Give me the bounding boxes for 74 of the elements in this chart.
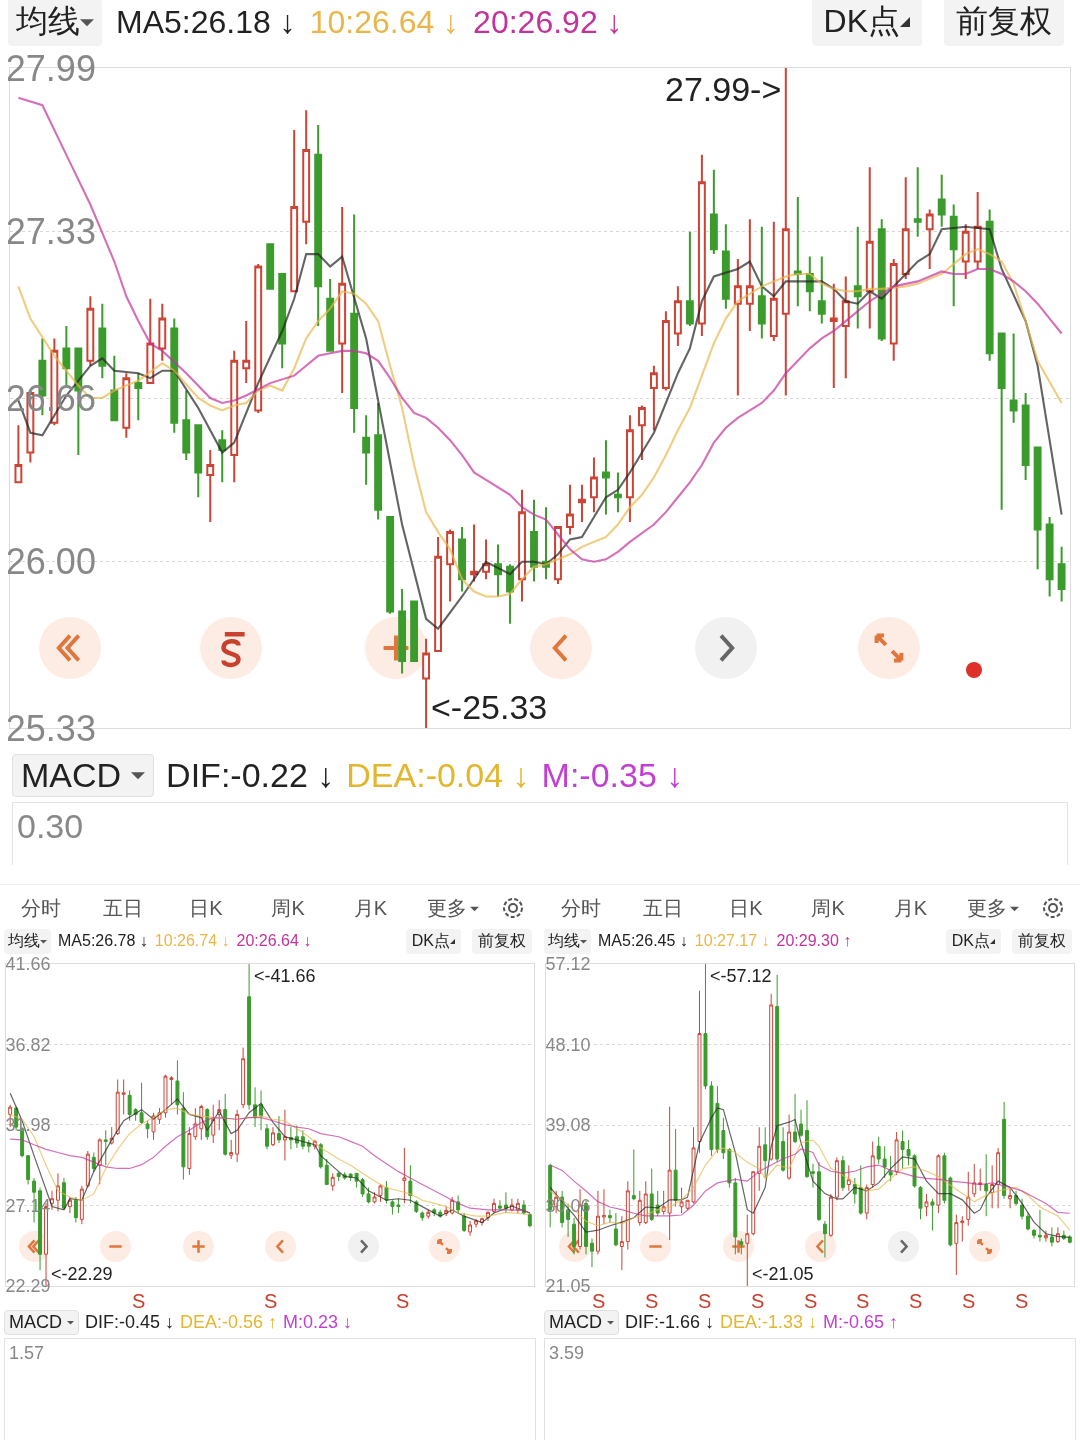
text: DK点 bbox=[951, 930, 990, 951]
text: S bbox=[132, 1290, 146, 1312]
text: S bbox=[804, 1290, 818, 1312]
y-tick-label: 36.82 bbox=[5, 1034, 51, 1055]
text: 日K bbox=[189, 895, 223, 921]
text: 0.30 bbox=[17, 807, 84, 846]
y-tick-label: 22.29 bbox=[5, 1276, 51, 1297]
text: DIF:-0.22 ↓ bbox=[166, 755, 335, 795]
text: 日K bbox=[729, 895, 763, 921]
chart-title: 均线 bbox=[8, 930, 40, 951]
text: MACD bbox=[9, 1311, 62, 1333]
text: 分时 bbox=[561, 895, 602, 921]
annotation: <-21.05 bbox=[752, 1264, 814, 1284]
text: M:-0.65 ↑ bbox=[823, 1311, 899, 1333]
text: 月K bbox=[893, 895, 928, 921]
annotation: <-57.12 bbox=[710, 966, 772, 986]
text: DIF:-1.66 ↓ bbox=[625, 1311, 715, 1333]
text: 20:26.92 ↓ bbox=[473, 3, 623, 41]
text: 五日 bbox=[103, 895, 144, 921]
y-tick-label: 57.12 bbox=[545, 954, 591, 975]
chart-title: 均线 bbox=[16, 2, 80, 41]
text: 20:26.64 ↓ bbox=[236, 932, 312, 950]
text: 五日 bbox=[643, 895, 684, 921]
y-tick-label: 48.10 bbox=[545, 1034, 591, 1055]
y-tick-label: 27.99 bbox=[5, 47, 96, 89]
annotation: 27.99-> bbox=[665, 70, 782, 108]
text: MACD bbox=[549, 1311, 602, 1333]
text: 月K bbox=[353, 895, 388, 921]
text: DEA:-0.04 ↓ bbox=[346, 755, 530, 795]
y-tick-label: 21.05 bbox=[545, 1276, 591, 1297]
annotation: <-41.66 bbox=[254, 966, 316, 986]
annotation: <-25.33 bbox=[431, 688, 548, 726]
y-tick-label: 39.08 bbox=[545, 1115, 591, 1136]
text: DEA:-0.56 ↑ bbox=[180, 1311, 278, 1333]
y-tick-label: 25.33 bbox=[5, 707, 96, 749]
text: S bbox=[909, 1290, 923, 1312]
text: S bbox=[396, 1290, 410, 1312]
y-tick-label: 26.00 bbox=[5, 541, 96, 583]
text: S bbox=[698, 1290, 712, 1312]
text: DEA:-1.33 ↓ bbox=[720, 1311, 818, 1333]
text: 前复权 bbox=[1018, 930, 1066, 951]
chart-title: 均线 bbox=[548, 930, 580, 951]
text: 前复权 bbox=[478, 930, 526, 951]
y-tick-label: 27.33 bbox=[5, 211, 96, 253]
text: S bbox=[856, 1290, 870, 1312]
text: 前复权 bbox=[956, 2, 1052, 41]
text: MACD bbox=[21, 755, 122, 795]
text: S bbox=[962, 1290, 976, 1312]
text: 周K bbox=[811, 895, 845, 921]
text: M:-0.35 ↓ bbox=[541, 755, 684, 795]
text: 1.57 bbox=[9, 1343, 45, 1364]
legend-label: MA5:26.78 ↓ bbox=[58, 932, 148, 950]
text: 周K bbox=[271, 895, 305, 921]
legend-label: MA5:26.18 ↓ bbox=[116, 3, 296, 41]
text: 10:26.64 ↓ bbox=[309, 3, 460, 41]
text: 分时 bbox=[21, 895, 62, 921]
text: DK点 bbox=[411, 930, 450, 951]
text: S bbox=[592, 1290, 606, 1312]
text: 10:27.17 ↓ bbox=[694, 932, 770, 950]
text: S bbox=[1015, 1290, 1029, 1312]
text: DIF:-0.45 ↓ bbox=[85, 1311, 175, 1333]
text: DK点 bbox=[823, 2, 900, 41]
text: S bbox=[264, 1290, 278, 1312]
text: 20:29.30 ↑ bbox=[776, 932, 852, 950]
text: 更多 bbox=[426, 895, 467, 921]
text: M:0.23 ↓ bbox=[283, 1311, 353, 1333]
text: 更多 bbox=[966, 895, 1007, 921]
text: S bbox=[751, 1290, 765, 1312]
legend-label: MA5:26.45 ↓ bbox=[598, 932, 688, 950]
text: 3.59 bbox=[549, 1343, 585, 1364]
y-tick-label: 41.66 bbox=[5, 954, 51, 975]
text: 10:26.74 ↓ bbox=[154, 932, 230, 950]
annotation: <-22.29 bbox=[51, 1264, 113, 1284]
text: S bbox=[645, 1290, 659, 1312]
